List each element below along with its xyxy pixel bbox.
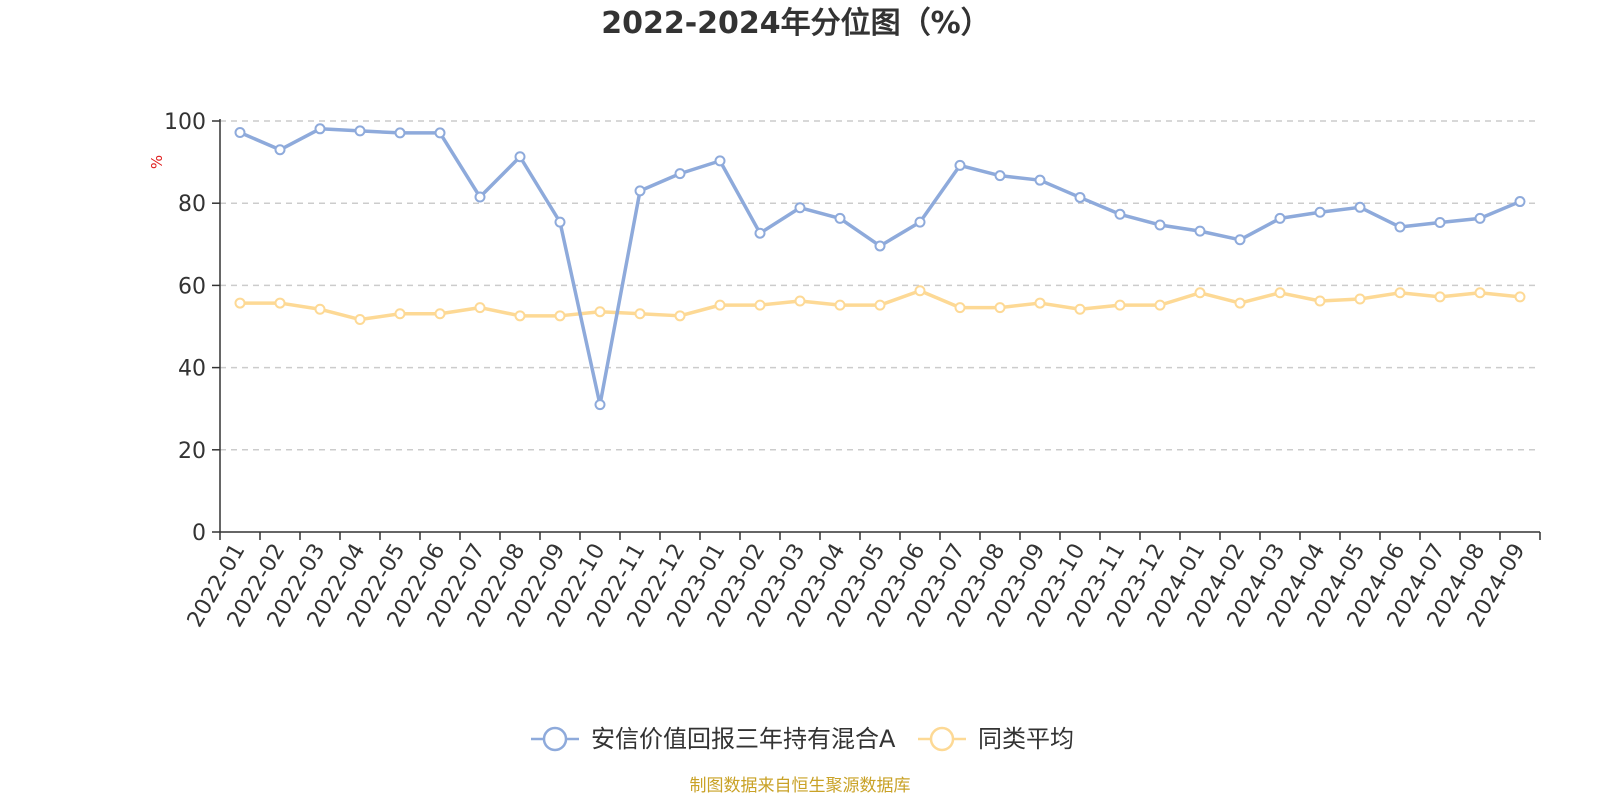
data-point[interactable] xyxy=(1514,196,1526,208)
data-point[interactable] xyxy=(714,155,726,167)
series-fund xyxy=(234,123,1526,411)
legend-circle-icon xyxy=(542,726,568,752)
data-point[interactable] xyxy=(434,127,446,139)
data-point[interactable] xyxy=(1234,234,1246,246)
data-point[interactable] xyxy=(1114,208,1126,220)
data-point[interactable] xyxy=(874,299,886,311)
data-point[interactable] xyxy=(1194,287,1206,299)
data-point[interactable] xyxy=(754,227,766,239)
data-point[interactable] xyxy=(674,168,686,180)
legend-circle-icon xyxy=(929,726,955,752)
data-point[interactable] xyxy=(554,216,566,228)
data-point[interactable] xyxy=(554,310,566,322)
y-tick-label: 60 xyxy=(178,274,206,299)
data-point[interactable] xyxy=(794,295,806,307)
data-point[interactable] xyxy=(1034,174,1046,186)
data-point[interactable] xyxy=(354,125,366,137)
y-tick-label: 0 xyxy=(192,521,206,546)
data-point[interactable] xyxy=(234,127,246,139)
data-point[interactable] xyxy=(1354,293,1366,305)
series-category-average xyxy=(234,285,1526,326)
data-point[interactable] xyxy=(1154,299,1166,311)
data-point[interactable] xyxy=(234,297,246,309)
data-point[interactable] xyxy=(1154,219,1166,231)
data-point[interactable] xyxy=(1474,287,1486,299)
y-tick-label: 20 xyxy=(178,439,206,464)
data-point[interactable] xyxy=(1194,225,1206,237)
series-layer xyxy=(234,123,1526,411)
data-point[interactable] xyxy=(474,302,486,314)
data-point[interactable] xyxy=(314,123,326,135)
data-point[interactable] xyxy=(834,212,846,224)
axes: 0204060801002022-012022-022022-032022-04… xyxy=(164,110,1541,632)
chart-title: 2022-2024年分位图（%） xyxy=(601,6,991,41)
data-point[interactable] xyxy=(994,302,1006,314)
data-point[interactable] xyxy=(394,127,406,139)
data-point[interactable] xyxy=(1514,291,1526,303)
data-point[interactable] xyxy=(1274,287,1286,299)
y-tick-label: 80 xyxy=(178,192,206,217)
data-point[interactable] xyxy=(634,308,646,320)
source-note: 制图数据来自恒生聚源数据库 xyxy=(690,776,911,796)
data-point[interactable] xyxy=(394,308,406,320)
legend-label: 同类平均 xyxy=(978,725,1074,753)
data-point[interactable] xyxy=(914,216,926,228)
data-point[interactable] xyxy=(714,299,726,311)
data-point[interactable] xyxy=(1314,206,1326,218)
data-point[interactable] xyxy=(914,285,926,297)
data-point[interactable] xyxy=(1074,191,1086,203)
data-point[interactable] xyxy=(1314,295,1326,307)
data-point[interactable] xyxy=(514,310,526,322)
data-point[interactable] xyxy=(274,144,286,156)
data-point[interactable] xyxy=(1434,291,1446,303)
data-point[interactable] xyxy=(794,202,806,214)
data-point[interactable] xyxy=(954,159,966,171)
data-point[interactable] xyxy=(594,399,606,411)
data-point[interactable] xyxy=(1234,297,1246,309)
series-line xyxy=(239,127,1521,407)
legend-item[interactable]: 安信价值回报三年持有混合A xyxy=(531,725,896,753)
data-point[interactable] xyxy=(474,191,486,203)
y-tick-label: 40 xyxy=(178,357,206,382)
legend-label: 安信价值回报三年持有混合A xyxy=(591,725,896,753)
data-point[interactable] xyxy=(354,314,366,326)
y-axis-label: % xyxy=(148,155,166,169)
data-point[interactable] xyxy=(274,297,286,309)
data-point[interactable] xyxy=(1274,212,1286,224)
data-point[interactable] xyxy=(1354,201,1366,213)
grid-lines xyxy=(220,120,1540,451)
data-point[interactable] xyxy=(514,151,526,163)
data-point[interactable] xyxy=(754,299,766,311)
data-point[interactable] xyxy=(1074,303,1086,315)
data-point[interactable] xyxy=(1394,221,1406,233)
data-point[interactable] xyxy=(1434,217,1446,229)
data-point[interactable] xyxy=(634,185,646,197)
data-point[interactable] xyxy=(1394,287,1406,299)
legend-item[interactable]: 同类平均 xyxy=(918,725,1074,753)
data-point[interactable] xyxy=(954,302,966,314)
data-point[interactable] xyxy=(674,310,686,322)
data-point[interactable] xyxy=(314,303,326,315)
data-point[interactable] xyxy=(834,299,846,311)
data-point[interactable] xyxy=(1114,299,1126,311)
y-tick-label: 100 xyxy=(164,110,206,135)
legend: 安信价值回报三年持有混合A 同类平均 xyxy=(531,725,1074,753)
data-point[interactable] xyxy=(594,306,606,318)
data-point[interactable] xyxy=(1474,212,1486,224)
data-point[interactable] xyxy=(1034,297,1046,309)
data-point[interactable] xyxy=(874,240,886,252)
data-point[interactable] xyxy=(994,170,1006,182)
data-point[interactable] xyxy=(434,308,446,320)
